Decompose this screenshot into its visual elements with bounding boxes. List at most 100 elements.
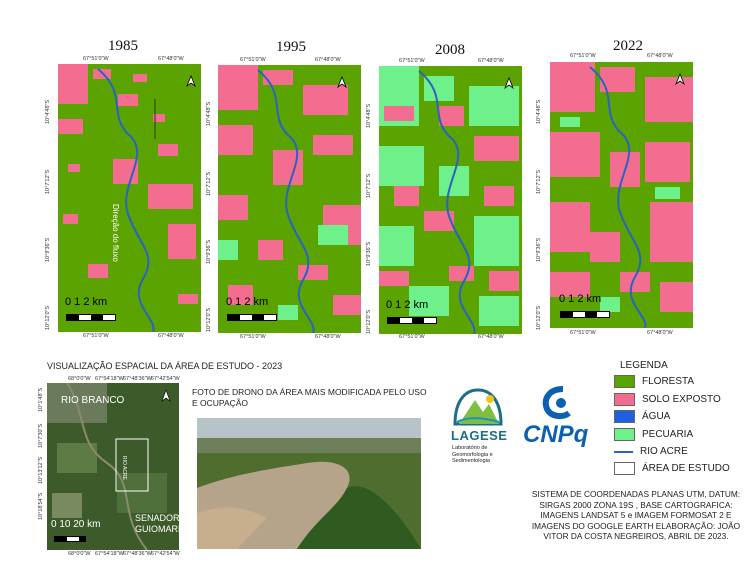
- legend-label: ÁREA DE ESTUDO: [642, 463, 730, 474]
- scale-bar: [560, 311, 610, 318]
- coord-side: 10°13'12"S: [38, 456, 44, 484]
- year-title-1995: 1995: [276, 39, 306, 55]
- cnpq-logo: CNPq: [519, 385, 599, 455]
- drone-photo: [197, 418, 421, 549]
- study-area-title: VISUALIZAÇÃO ESPACIAL DA ÁREA DE ESTUDO …: [47, 361, 283, 371]
- legend-item-area-estudo: ÁREA DE ESTUDO: [614, 462, 730, 475]
- legend-label: FLORESTA: [642, 376, 695, 387]
- coord-bottom-right: 67°48'0"W: [478, 334, 504, 340]
- coord-top-left: 67°51'0"W: [399, 58, 425, 64]
- coord-side: 10°12'0"S: [366, 309, 372, 334]
- map-notes: SISTEMA DE COORDENADAS PLANAS UTM, DATUM…: [531, 489, 741, 541]
- coord-bottom-left: 67°51'0"W: [570, 330, 596, 336]
- legend-swatch: [614, 428, 635, 441]
- coord-top-right: 67°48'0"W: [478, 58, 504, 64]
- map-panel-1995: [218, 65, 361, 333]
- flow-direction-label: Direção do fluxo: [111, 204, 120, 262]
- coord-bottom: 67°48'36"W: [123, 551, 152, 557]
- landcover-1995: [218, 65, 361, 333]
- legend-label: RIO ACRE: [640, 446, 688, 457]
- coord-side: 10°4'48"S: [366, 103, 372, 128]
- legend-label: SOLO EXPOSTO: [642, 394, 721, 405]
- lagese-name: LAGESE: [451, 428, 508, 443]
- coord-top-right: 67°48'0"W: [647, 53, 673, 59]
- coord-bottom-right: 67°48'0"W: [158, 333, 184, 339]
- coord-side: 10°1'48"S: [38, 387, 44, 412]
- scale-bar: [387, 317, 437, 324]
- scale-label: 0 1 2 km: [65, 296, 108, 308]
- coord-side: 10°12'0"S: [206, 307, 212, 332]
- cnpq-name: CNPq: [523, 421, 589, 448]
- coord-top: 68°0'0"W: [68, 376, 91, 382]
- legend-item-agua: ÁGUA: [614, 410, 670, 423]
- coord-side: 10°12'0"S: [45, 305, 51, 330]
- coord-side: 10°9'36"S: [45, 237, 51, 262]
- drone-caption: FOTO DE DRONO DA ÁREA MAIS MODIFICADA PE…: [192, 387, 427, 408]
- coord-bottom-right: 67°48'0"W: [647, 330, 673, 336]
- coord-side: 10°12'0"S: [536, 305, 542, 330]
- coord-top: 67°48'36"W: [123, 376, 152, 382]
- legend-swatch: [614, 410, 635, 423]
- drone-photo-image: [197, 418, 421, 549]
- scale-label: 0 10 20 km: [51, 519, 101, 530]
- coord-side: 10°7'30"S: [38, 423, 44, 448]
- scale-label: 0 1 2 km: [386, 299, 429, 311]
- coord-side: 10°7'12"S: [536, 169, 542, 194]
- landcover-2008: [379, 66, 519, 334]
- coord-side: 10°7'12"S: [45, 169, 51, 194]
- year-title-1985: 1985: [108, 38, 138, 54]
- coord-bottom: 68°0'0"W: [68, 551, 91, 557]
- legend-swatch: [614, 462, 635, 475]
- coord-top-left: 67°51'0"W: [83, 56, 109, 62]
- coord-bottom: 67°42'54"W: [151, 551, 180, 557]
- coord-top-right: 67°48'0"W: [158, 56, 184, 62]
- legend-label: PECUARIA: [642, 429, 694, 440]
- lagese-subtitle: Laboratório de Geomorfologia e Sedimento…: [452, 445, 493, 464]
- map-panel-1985: Direção do fluxo: [58, 64, 201, 332]
- label-senador-guiomard: SENADOR GUIOMARD: [135, 513, 179, 534]
- coord-side: 10°9'36"S: [536, 237, 542, 262]
- label-rio-acre: RIO ACRE: [121, 456, 127, 480]
- coord-side: 10°4'48"S: [206, 101, 212, 126]
- lagese-logo: LAGESE Laboratório de Geomorfologia e Se…: [449, 384, 507, 468]
- scale-bar: [66, 314, 116, 321]
- legend-item-pecuaria: PECUARIA: [614, 428, 693, 441]
- legend-label: ÁGUA: [642, 411, 671, 422]
- scale-bar: [227, 314, 277, 321]
- landcover-1985: [58, 64, 198, 332]
- coord-top: 67°42'54"W: [151, 376, 180, 382]
- coord-side: 10°4'48"S: [45, 99, 51, 124]
- study-area-map: RIO BRANCO RIO ACRE SENADOR GUIOMARD 0 1…: [47, 383, 179, 550]
- coord-top-left: 67°51'0"W: [240, 57, 266, 63]
- coord-bottom-left: 67°51'0"W: [83, 333, 109, 339]
- scale-bar: [54, 536, 86, 542]
- landcover-2022: [550, 62, 693, 328]
- map-panel-2022: [550, 62, 693, 328]
- legend-line-swatch: [614, 450, 633, 453]
- coord-side: 10°7'12"S: [366, 173, 372, 198]
- lagese-emblem-icon: [453, 388, 503, 426]
- label-rio-branco: RIO BRANCO: [61, 395, 125, 406]
- coord-side: 10°7'12"S: [206, 171, 212, 196]
- north-arrow-icon: [161, 389, 171, 402]
- legend-item-floresta: FLORESTA: [614, 375, 694, 388]
- coord-side: 10°18'54"S: [38, 492, 44, 520]
- coord-side: 10°4'48"S: [536, 99, 542, 124]
- legend-item-rio-acre: RIO ACRE: [614, 446, 688, 457]
- coord-bottom: 67°54'18"W: [95, 551, 124, 557]
- coord-side: 10°9'36"S: [206, 239, 212, 264]
- year-title-2022: 2022: [613, 38, 643, 54]
- scale-label: 0 1 2 km: [226, 296, 269, 308]
- scale-label: 0 1 2 km: [559, 293, 602, 305]
- coord-top-right: 67°48'0"W: [315, 57, 341, 63]
- coord-top-left: 67°51'0"W: [570, 53, 596, 59]
- legend-swatch: [614, 375, 635, 388]
- legend-swatch: [614, 393, 635, 406]
- legend-title: LEGENDA: [620, 360, 668, 371]
- satellite-image: [47, 383, 167, 550]
- cnpq-emblem-icon: [542, 386, 571, 420]
- map-panel-2008: [379, 66, 522, 334]
- year-title-2008: 2008: [435, 42, 465, 58]
- coord-bottom-left: 67°51'0"W: [240, 334, 266, 340]
- coord-bottom-right: 67°48'0"W: [315, 334, 341, 340]
